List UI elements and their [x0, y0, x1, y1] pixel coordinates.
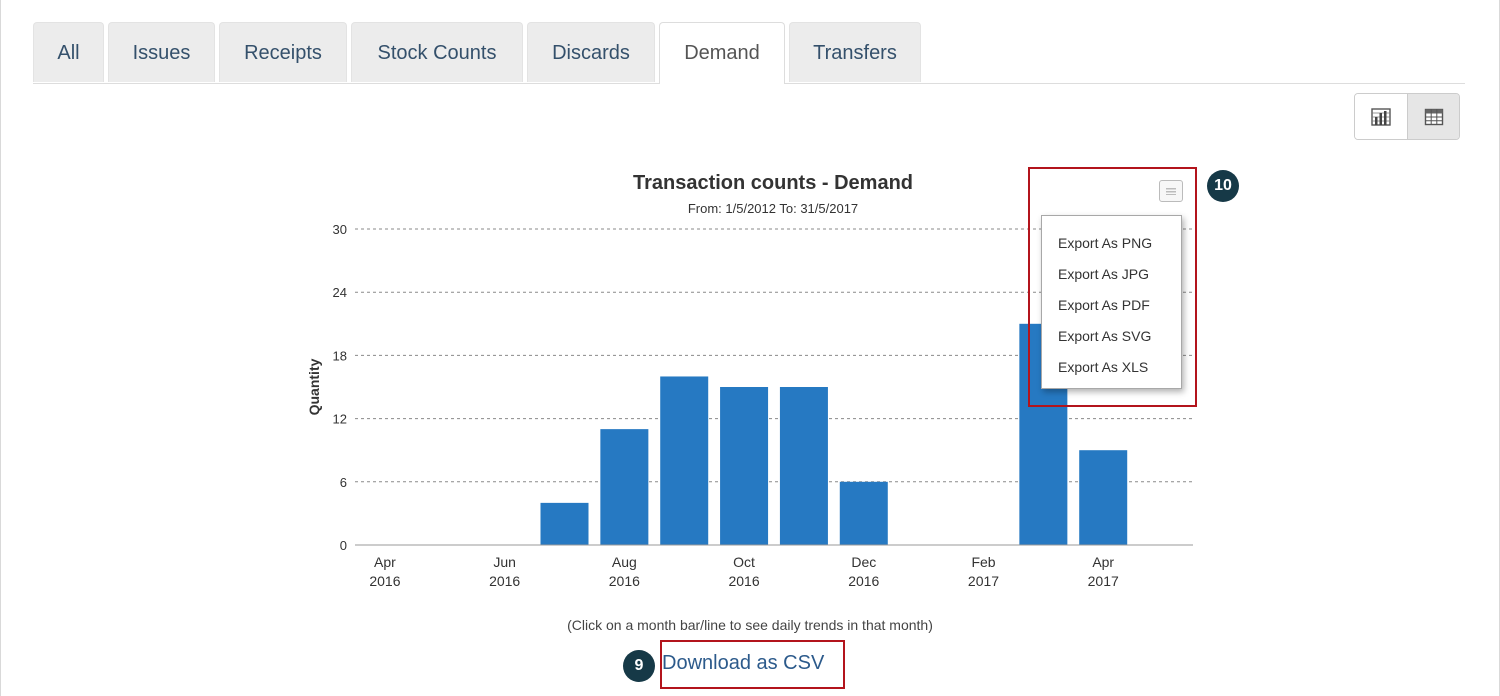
annotation-badge-9: 9 — [623, 650, 655, 682]
y-axis-title: Quantity — [306, 358, 322, 415]
download-csv-link[interactable]: Download as CSV — [662, 652, 825, 674]
chart-title: Transaction counts - Demand — [632, 172, 914, 194]
tab-transfers[interactable]: Transfers — [789, 22, 921, 82]
tab-stock-counts[interactable]: Stock Counts — [351, 22, 523, 82]
bar — [720, 387, 769, 545]
bar — [1079, 450, 1128, 545]
x-tick-label: 2016 — [489, 573, 520, 589]
y-tick-label: 12 — [333, 412, 347, 427]
tab-demand[interactable]: Demand — [659, 22, 785, 84]
x-tick-label: 2016 — [848, 573, 879, 589]
table-view-button[interactable] — [1407, 94, 1459, 139]
x-tick-label: Apr — [1092, 554, 1114, 570]
table-icon — [1424, 108, 1444, 125]
x-tick-label: Jun — [493, 554, 516, 570]
download-highlight — [660, 640, 845, 689]
chart-axes: 0 6 12 18 24 30 Quantity Apr 2016 Jun 2016 Aug 2016 O… — [306, 222, 1193, 589]
y-tick-label: 24 — [333, 285, 347, 300]
x-tick-label: Feb — [971, 554, 995, 570]
x-tick-label: Dec — [851, 554, 876, 570]
export-menu: Export As PNG Export As JPG Export As PD… — [1041, 215, 1182, 389]
export-menu-highlight — [1028, 167, 1197, 407]
left-border — [0, 0, 1, 696]
y-tick-label: 18 — [333, 348, 347, 363]
tab-bar: All Issues Receipts Stock Counts Discard… — [33, 22, 1465, 84]
y-tick-label: 30 — [333, 222, 347, 237]
bar — [839, 481, 888, 545]
chart-subtitle: From: 1/5/2012 To: 31/5/2017 — [687, 201, 859, 216]
export-xls-item[interactable]: Export As XLS — [1058, 359, 1149, 375]
export-png-item[interactable]: Export As PNG — [1058, 235, 1153, 251]
chart-view-button[interactable] — [1355, 94, 1407, 139]
x-tick-label: Aug — [612, 554, 637, 570]
y-tick-label: 6 — [340, 475, 347, 490]
bar — [779, 387, 828, 545]
chart-hint: (Click on a month bar/line to see daily … — [567, 617, 933, 633]
x-tick-label: Apr — [374, 554, 396, 570]
bar — [660, 376, 709, 545]
x-tick-label: 2016 — [728, 573, 759, 589]
menu-icon — [1166, 187, 1176, 195]
export-pdf-item[interactable]: Export As PDF — [1058, 297, 1150, 313]
view-toggle — [1354, 93, 1460, 140]
tab-issues[interactable]: Issues — [108, 22, 215, 82]
tab-discards[interactable]: Discards — [527, 22, 655, 82]
chart-menu-button[interactable] — [1159, 180, 1183, 202]
x-tick-label: 2016 — [369, 573, 400, 589]
export-jpg-item[interactable]: Export As JPG — [1058, 266, 1150, 282]
x-tick-label: Oct — [733, 554, 755, 570]
bar — [600, 429, 649, 545]
chart-icon — [1371, 107, 1391, 126]
chart-bars — [540, 323, 1128, 545]
bar — [540, 502, 589, 545]
y-tick-label: 0 — [340, 538, 347, 553]
x-tick-label: 2017 — [968, 573, 999, 589]
tab-receipts[interactable]: Receipts — [219, 22, 347, 82]
annotation-badge-10: 10 — [1207, 170, 1239, 202]
x-tick-label: 2016 — [609, 573, 640, 589]
tab-all[interactable]: All — [33, 22, 104, 82]
x-tick-label: 2017 — [1088, 573, 1119, 589]
export-svg-item[interactable]: Export As SVG — [1058, 328, 1152, 344]
